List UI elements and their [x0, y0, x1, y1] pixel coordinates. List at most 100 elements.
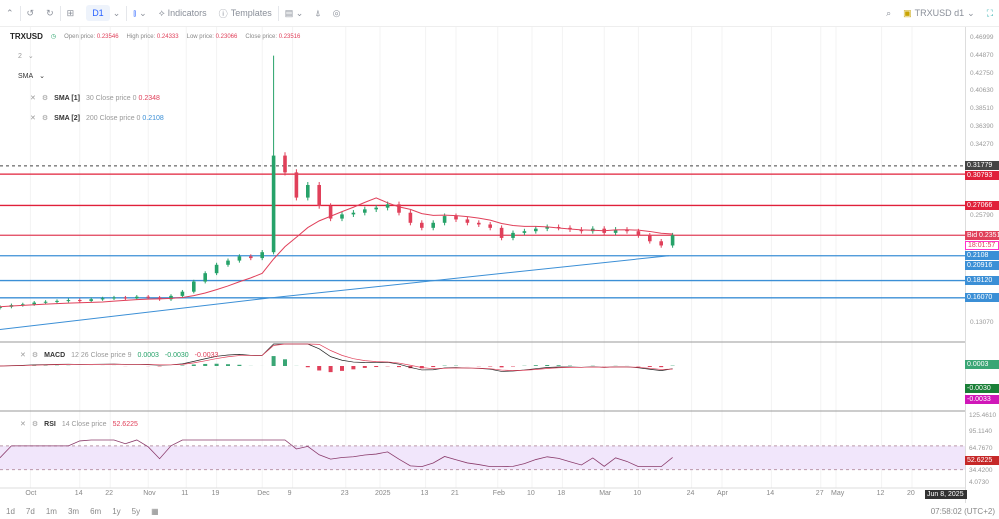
candle-body [100, 298, 105, 300]
candle-body [420, 222, 424, 228]
sma1-value: 0.2348 [138, 94, 160, 102]
candle-body [317, 184, 321, 206]
range-button-1y[interactable]: 1y [112, 506, 121, 516]
price-level-tag[interactable]: 0.16070 [965, 293, 999, 302]
candle-body [511, 232, 515, 238]
sma2-name: SMA [2] [54, 114, 80, 122]
high-label: High price: [126, 33, 156, 40]
candle-body [545, 226, 549, 229]
date-tick: Mar [599, 490, 612, 497]
sma30-line [0, 197, 673, 308]
close-value: 0.23516 [278, 33, 301, 40]
add-symbol-icon[interactable]: ⊞ [66, 7, 75, 18]
indicator-count: 2 [18, 52, 22, 60]
range-button-6m[interactable]: 6m [90, 506, 102, 516]
range-button-3m[interactable]: 3m [67, 506, 80, 516]
undo-icon[interactable]: ↺ [26, 7, 35, 18]
gear-icon[interactable]: ⚙ [41, 95, 49, 102]
candle-body [488, 224, 492, 228]
date-tick: May [831, 490, 845, 497]
range-button-7d[interactable]: 7d [25, 506, 35, 516]
price-tick: 0.46999 [970, 34, 994, 41]
macd-value: 0.0003 [137, 351, 159, 359]
sma2-row: ✕ ⚙ SMA [2] 200 Close price 0 0.2108 [30, 114, 164, 123]
search-icon[interactable]: ⌕ [886, 7, 892, 18]
macd-histogram-bar [533, 365, 538, 366]
date-tick: Nov [143, 490, 156, 497]
macd-histogram-bar [545, 364, 550, 366]
indicators-button[interactable]: ⟡ Indicators [153, 0, 213, 27]
candle-body [625, 229, 629, 232]
price-level-tag[interactable]: 0.30793 [965, 171, 999, 180]
range-button-1m[interactable]: 1m [45, 506, 57, 516]
remove-icon[interactable]: ✕ [20, 421, 26, 428]
gear-icon[interactable]: ⚙ [31, 421, 39, 428]
indicator-count-toggle[interactable]: 2 ⌄ [18, 52, 34, 61]
price-level-tag[interactable]: 0.27066 [965, 201, 999, 210]
macd-histogram-bar [203, 363, 208, 366]
remove-icon[interactable]: ✕ [30, 95, 36, 102]
sma2-params: 200 Close price 0 [85, 114, 141, 122]
date-tick: 20 [907, 490, 915, 497]
candle-body [613, 229, 618, 233]
chart-type-button[interactable]: ⫾ ⌄ [133, 7, 147, 18]
sma-group-label: SMA [18, 72, 34, 80]
date-tick: 19 [211, 490, 220, 497]
indicators-icon: ⟡ [158, 7, 165, 18]
price-level-tag[interactable]: 0.18120 [965, 276, 999, 285]
calendar-icon[interactable]: ▦ [151, 506, 159, 516]
candle-body [397, 204, 401, 213]
price-level-tag[interactable]: 0.31779 [965, 161, 999, 170]
date-tick: 22 [105, 490, 113, 497]
layout-button[interactable]: ▤ ⌄ [284, 7, 304, 18]
screenshot-icon[interactable]: ◎ [332, 7, 341, 18]
candle-body [135, 296, 139, 299]
candle-body [477, 222, 481, 225]
redo-icon[interactable]: ↻ [46, 7, 54, 18]
rsi-band [0, 445, 965, 470]
candle-body [340, 214, 344, 219]
price-level-tag[interactable]: 0.20916 [965, 261, 999, 270]
date-tick: 18 [557, 490, 566, 497]
clock-icon: ◷ [50, 34, 57, 40]
price-level-tag[interactable]: Bid 0.23516 [965, 231, 999, 240]
price-tick: 0.44870 [970, 52, 994, 59]
candle-body [32, 302, 36, 305]
drawing-icon[interactable]: ⍋ [315, 7, 321, 18]
rsi-tick: 34.4200 [969, 467, 993, 474]
remove-icon[interactable]: ✕ [30, 115, 36, 122]
date-tick: 2025 [375, 490, 391, 497]
ohlc-legend: TRXUSD ◷ Open price: 0.23546 High price:… [10, 32, 300, 41]
fullscreen-icon[interactable]: ⛶ [986, 7, 993, 18]
timeframe-button[interactable]: D1 ⌄ [80, 0, 126, 27]
range-button-5y[interactable]: 5y [131, 506, 141, 516]
sma-group-toggle[interactable]: SMA ⌄ [18, 72, 46, 81]
range-button-1d[interactable]: 1d [6, 506, 15, 516]
macd-histogram-bar [397, 366, 401, 368]
macd-histogram-bar [305, 366, 310, 368]
gear-icon[interactable]: ⚙ [31, 352, 39, 359]
macd-tag: 0.0003 [965, 360, 999, 369]
candle-body [226, 260, 230, 265]
candle-body [43, 301, 48, 303]
collapse-icon[interactable]: ⌃ [6, 7, 14, 18]
date-tick: 12 [876, 490, 885, 497]
symbol-menu[interactable]: ▣ TRXUSD d1 ⌄ [903, 7, 975, 19]
macd-histogram-bar [317, 366, 322, 371]
rsi-tick: 95.1140 [969, 428, 993, 435]
macd-line-tag: -0.0030 [965, 384, 999, 393]
remove-icon[interactable]: ✕ [20, 352, 26, 359]
candle-body [328, 205, 333, 219]
macd-params: 12 26 Close price 9 [71, 351, 132, 359]
rsi-line [0, 439, 673, 468]
macd-legend: ✕ ⚙ MACD 12 26 Close price 9 0.0003 -0.0030… [20, 351, 218, 360]
date-tick: Dec [257, 490, 270, 497]
date-tick: 10 [527, 490, 535, 497]
price-level-tag[interactable]: 0.2108 [965, 251, 999, 260]
candle-body [351, 212, 356, 215]
templates-button[interactable]: ⓘ Templates [213, 0, 278, 27]
gear-icon[interactable]: ⚙ [41, 115, 49, 122]
rsi-tick: 4.0730 [969, 479, 989, 486]
rsi-name: RSI [44, 420, 56, 428]
